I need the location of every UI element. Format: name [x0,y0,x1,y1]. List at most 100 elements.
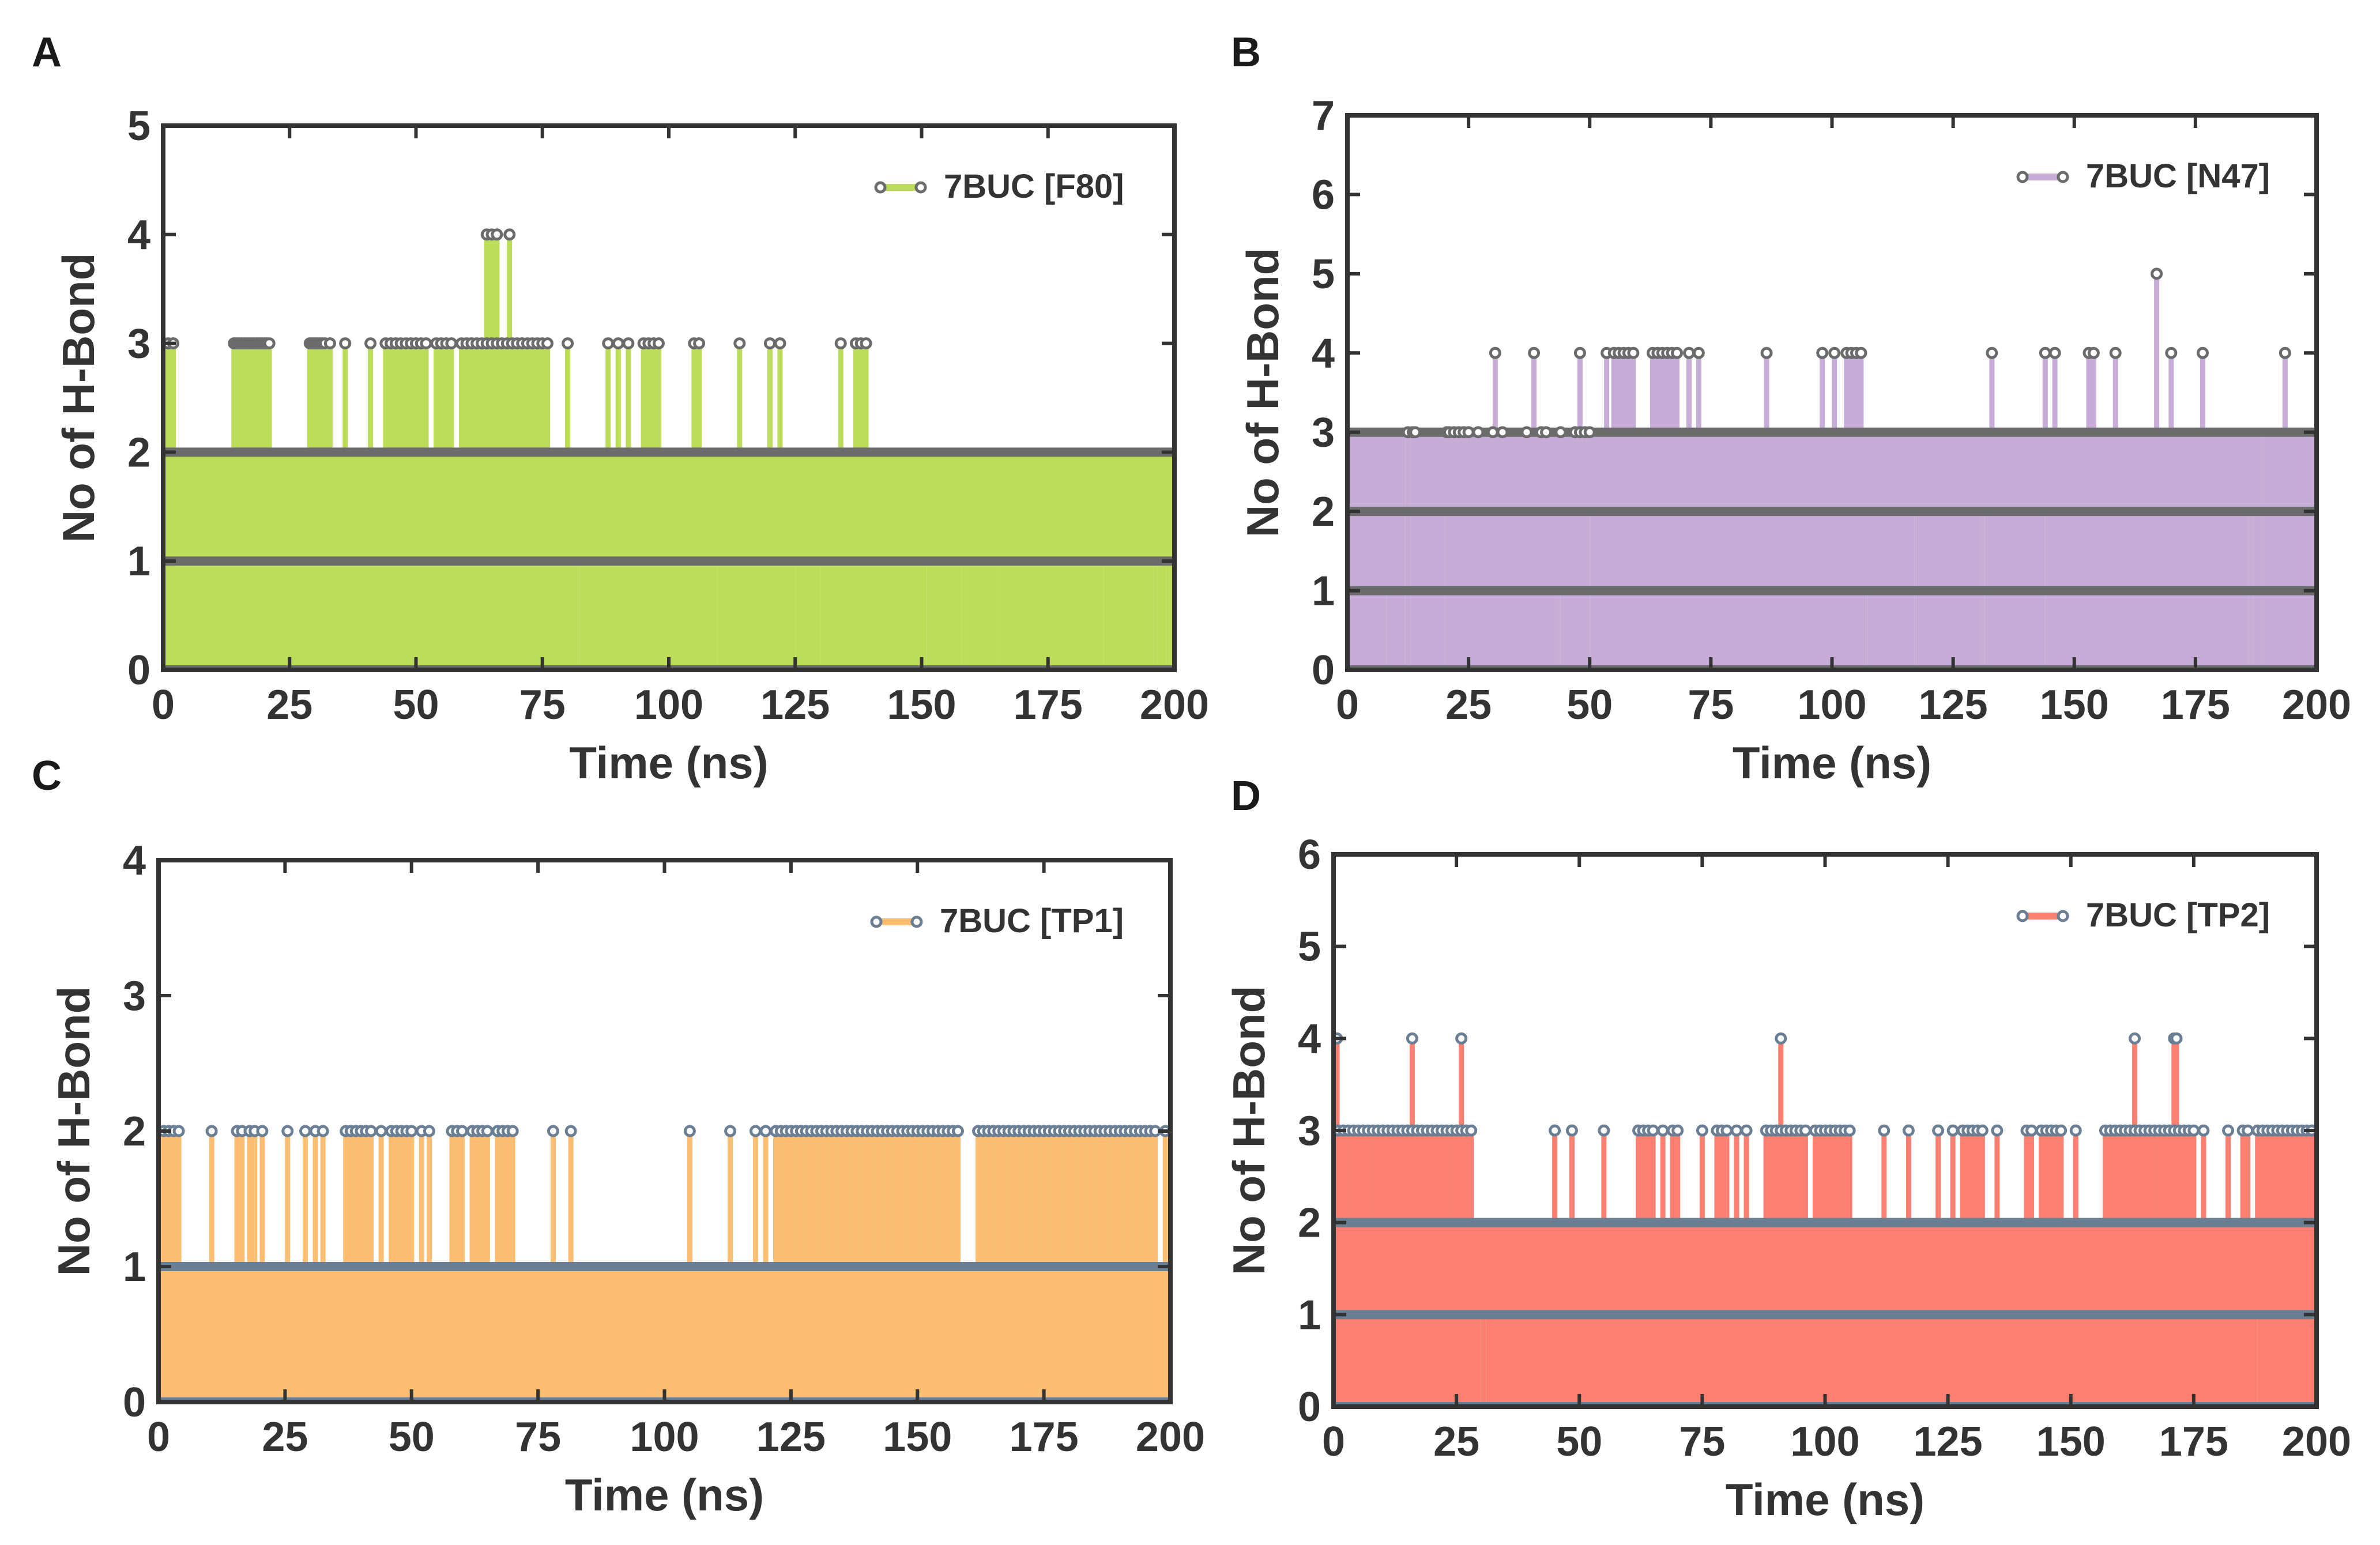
data-point [323,337,336,350]
chart-panel-d: D 0 1 2 3 4 5 6 0 25 50 75 100 125 150 175 200 Time (ns) N… [1223,773,2351,1525]
data-point [564,1125,577,1137]
data-point [481,1125,494,1137]
x-tick-label: 150 [2036,1419,2106,1465]
x-tick-label: 0 [1336,682,1359,728]
data-point [2222,1124,2235,1137]
legend-marker [2057,171,2069,183]
area-segment [820,561,823,670]
x-tick-label: 100 [1790,1419,1859,1465]
data-point [1932,1124,1945,1137]
data-point [1565,1124,1578,1137]
data-point [2196,346,2209,359]
area-segment [962,561,967,670]
data-point [1775,1032,1787,1045]
y-axis-title: No of H-Bond [53,253,104,543]
x-tick-label: 175 [1014,682,1083,728]
x-tick-label: 200 [1140,682,1209,728]
data-point [1671,346,1684,359]
legend-label: 7BUC [TP2] [2086,896,2270,934]
data-point [2165,346,2178,359]
data-point [602,337,615,350]
area-segment [1481,1314,1486,1407]
x-tick-label: 0 [1322,1419,1345,1465]
data-point [2170,1032,2183,1045]
data-point [1828,346,1841,359]
data-point [299,1125,311,1137]
data-point [256,1125,269,1137]
area-segment [1556,590,1561,670]
data-point [2048,346,2061,359]
data-point [693,337,706,350]
y-tick-label: 2 [1298,1200,1321,1246]
y-tick-label: 1 [123,1244,146,1290]
x-tick-label: 50 [1556,1419,1602,1465]
data-point [423,1125,435,1137]
legend: 7BUC [N47] [2016,157,2270,195]
data-point [1520,426,1533,439]
plot-area [159,1125,1170,1402]
data-point [1855,346,1867,359]
panel-label: C [32,753,62,799]
data-point [317,1125,329,1137]
x-tick-label: 75 [515,1414,561,1460]
legend-marker [874,181,887,194]
data-point [1549,1124,1561,1137]
data-point [2025,1124,2038,1137]
y-axis-title: No of H-Bond [1223,986,1274,1276]
data-point [1799,1124,1812,1137]
chart-panel-b: B 0 1 2 3 4 5 6 7 0 25 50 75 100 125 150 175 200 Time (ns)… [1231,29,2351,788]
area-segment [1166,561,1170,670]
data-point [2087,346,2100,359]
data-point [2242,1124,2254,1137]
data-point [683,1125,696,1137]
x-tick-label: 150 [2040,682,2109,728]
data-point [1986,346,1998,359]
y-tick-label: 1 [1312,568,1335,615]
y-tick-label: 0 [1312,647,1335,694]
data-point [1540,426,1553,439]
data-point [1554,426,1567,439]
area-segment [711,561,717,670]
data-point [1627,346,1640,359]
data-point [364,337,377,350]
data-point [339,337,352,350]
x-tick-label: 200 [1136,1414,1205,1460]
x-tick-label: 175 [2161,682,2230,728]
data-point [1760,346,1773,359]
data-point [1843,1124,1856,1137]
x-tick-label: 125 [1919,682,1988,728]
y-tick-label: 3 [123,973,146,1019]
area-segment [1063,561,1066,670]
data-point [759,1125,772,1137]
data-point [281,1125,294,1137]
data-point [541,337,554,350]
data-point [2069,1124,2082,1137]
data-point [456,1125,468,1137]
data-point [2129,1032,2141,1045]
data-point [2151,267,2163,280]
data-point [1656,1124,1669,1137]
y-tick-label: 4 [123,838,146,884]
y-tick-label: 0 [1298,1384,1321,1430]
data-point [1683,346,1696,359]
x-tick-label: 100 [630,1414,699,1460]
y-tick-label: 0 [127,647,150,694]
data-point [1528,346,1541,359]
x-tick-label: 25 [1445,682,1492,728]
x-tick-label: 125 [1914,1419,1983,1465]
panel-label: A [32,29,62,76]
data-point [1496,426,1509,439]
area-segment [2257,1314,2317,1407]
area-segment [1154,561,1157,670]
legend-marker [2016,171,2029,183]
area-segment [1405,432,1411,670]
y-tick-label: 1 [127,538,150,585]
data-point [1465,1124,1478,1137]
data-point [622,337,635,350]
legend-marker [910,915,923,928]
x-axis-title: Time (ns) [1733,737,1931,788]
data-point [2279,346,2291,359]
y-tick-label: 5 [1312,251,1335,297]
x-tick-label: 200 [2282,1419,2351,1465]
